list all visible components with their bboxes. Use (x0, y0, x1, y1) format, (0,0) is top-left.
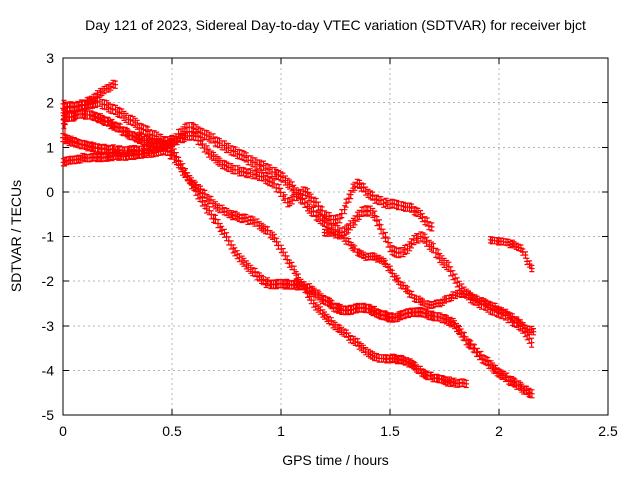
x-tick-label: 0.5 (162, 423, 182, 439)
y-tick-label: -4 (42, 362, 55, 378)
data-series-pass-d-deep-dive (60, 146, 470, 389)
chart-title: Day 121 of 2023, Sidereal Day-to-day VTE… (85, 17, 586, 33)
x-tick-label: 2.5 (598, 423, 618, 439)
x-tick-label: 1 (277, 423, 285, 439)
data-series-pass-g-rising-spur (81, 79, 119, 109)
y-tick-label: 0 (46, 184, 54, 200)
data-series-pass-c-zigzag (60, 130, 435, 232)
y-tick-label: 1 (46, 139, 54, 155)
x-axis-title: GPS time / hours (282, 452, 389, 468)
y-tick-label: -2 (42, 273, 55, 289)
y-tick-label: 3 (46, 50, 54, 66)
data-series-pass-f-short-right (487, 236, 535, 273)
y-tick-label: 2 (46, 95, 54, 111)
y-tick-label: -1 (42, 229, 55, 245)
x-tick-label: 2 (495, 423, 503, 439)
x-tick-label: 1.5 (380, 423, 400, 439)
data-series-pass-e-late-w-shape (321, 228, 537, 336)
y-tick-label: -5 (42, 407, 55, 423)
data-series-start-blob-large-errors (61, 99, 68, 135)
x-tick-label: 0 (59, 423, 67, 439)
y-tick-label: -3 (42, 318, 55, 334)
